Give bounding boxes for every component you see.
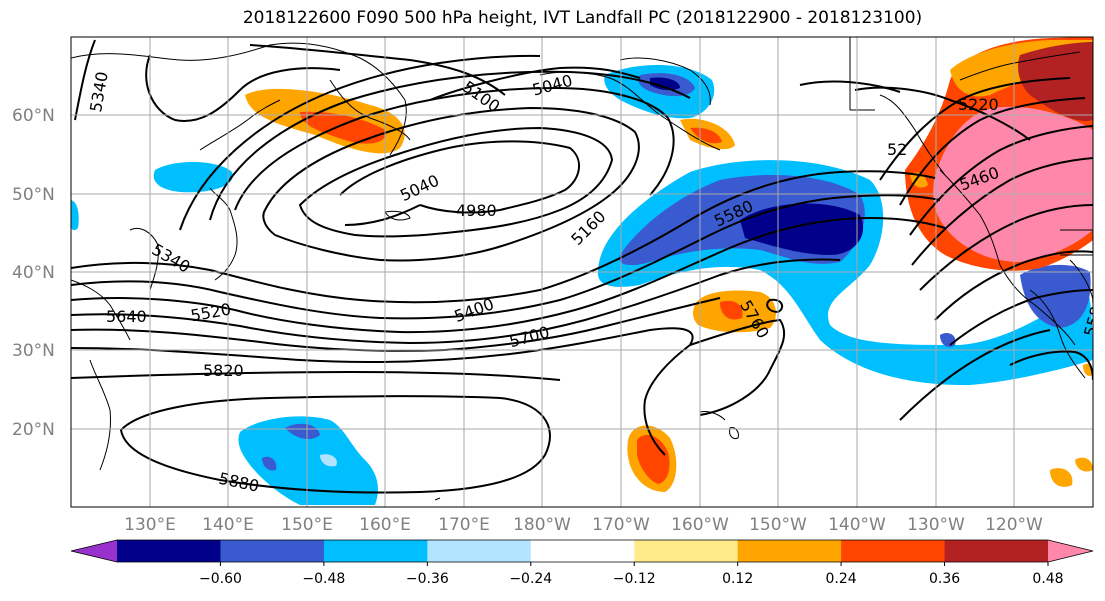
colorbar-tick-label: −0.12	[613, 571, 656, 587]
colorbar-tick-label: −0.60	[199, 571, 242, 587]
colorbar-tick-label: −0.36	[406, 571, 449, 587]
colorbar-extend-min	[71, 540, 117, 562]
colorbar-tick-label: −0.24	[509, 571, 552, 587]
negative-anomaly-west-pacific	[238, 416, 378, 505]
contour-label: 5820	[203, 361, 244, 380]
map-frame	[70, 36, 1094, 508]
lon-label: 140°E	[202, 515, 254, 535]
map-title: 2018122600 F090 500 hPa height, IVT Land…	[242, 8, 923, 28]
colorbar-tick-label: 0.24	[826, 571, 857, 587]
colorbar-segment	[841, 540, 946, 562]
lon-label: 130°E	[124, 515, 176, 535]
lon-label: 170°E	[438, 515, 490, 535]
lat-label-30n: 30°N	[12, 341, 55, 361]
graticule	[71, 37, 1093, 507]
lon-label: 140°W	[828, 515, 886, 535]
contour-label: 52	[887, 140, 907, 159]
lat-label-60n: 60°N	[12, 106, 55, 126]
colorbar-tick-label: 0.36	[929, 571, 960, 587]
colorbar-tick-label: −0.48	[302, 571, 345, 587]
lon-label: 130°W	[907, 515, 965, 535]
lon-label: 150°E	[281, 515, 333, 535]
lon-label: 120°W	[985, 515, 1043, 535]
colorbar-tick-label: 0.12	[722, 571, 753, 587]
negative-anomaly-japan	[153, 161, 233, 193]
colorbar-segment	[323, 540, 428, 562]
lon-label: 160°W	[671, 515, 729, 535]
colorbar-segment	[737, 540, 842, 562]
lon-label: 180°W	[513, 515, 571, 535]
latitude-labels: 60°N 50°N 40°N 30°N 20°N	[12, 106, 55, 440]
colorbar-segment	[944, 540, 1049, 562]
colorbar-tick-label: 0.48	[1032, 571, 1063, 587]
contour-label: 5220	[958, 95, 999, 114]
colorbar-segment	[220, 540, 325, 562]
colorbar-segment	[427, 540, 532, 562]
colorbar-outline	[70, 539, 1094, 563]
longitude-labels: 130°E 140°E 150°E 160°E 170°E 180°W 170°…	[124, 515, 1043, 535]
lat-label-50n: 50°N	[12, 185, 55, 205]
lat-label-20n: 20°N	[12, 420, 55, 440]
colorbar: −0.60 −0.48 −0.36 −0.24 −0.12 0.12 0.24 0.36 0.4…	[70, 539, 1094, 587]
colorbar-segment	[530, 540, 635, 562]
colorbar-extend-max	[1048, 540, 1093, 562]
lon-label: 170°W	[592, 515, 650, 535]
lon-label: 150°W	[749, 515, 807, 535]
lon-label: 160°E	[359, 515, 411, 535]
height-contours	[71, 39, 1093, 494]
colorbar-segment	[117, 540, 221, 562]
contour-label: 4980	[456, 201, 497, 220]
lat-label-40n: 40°N	[12, 263, 55, 283]
contour-label: 5640	[106, 307, 147, 326]
colorbar-segment	[634, 540, 739, 562]
